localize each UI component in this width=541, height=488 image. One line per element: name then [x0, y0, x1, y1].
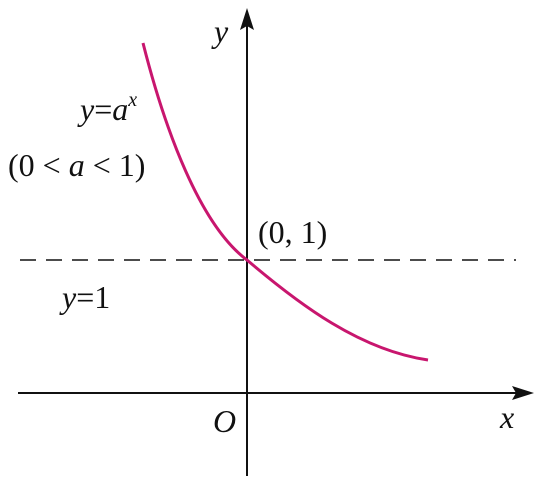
point-label: (0, 1) — [258, 214, 327, 250]
asymptote-label-part: =1 — [76, 279, 110, 315]
curve-label-part: a — [112, 91, 128, 127]
condition-part: a — [69, 147, 85, 183]
curve-label-exponent: x — [127, 89, 137, 111]
asymptote-label: y=1 — [59, 279, 110, 315]
curve-label-part: y — [77, 91, 95, 127]
y-arrow — [240, 8, 254, 30]
curve-label: y=ax — [77, 89, 137, 127]
condition-label: (0 < a < 1) — [8, 147, 145, 183]
asymptote-label-part: y — [59, 279, 77, 315]
curve — [141, 42, 429, 362]
x-axis-label: x — [499, 399, 514, 435]
condition-part: < 1) — [85, 147, 146, 183]
y-axis-label: y — [211, 13, 229, 49]
origin-label: O — [213, 403, 236, 439]
curve-label-part: = — [94, 91, 112, 127]
x-arrow — [512, 386, 534, 400]
condition-part: (0 < — [8, 147, 69, 183]
